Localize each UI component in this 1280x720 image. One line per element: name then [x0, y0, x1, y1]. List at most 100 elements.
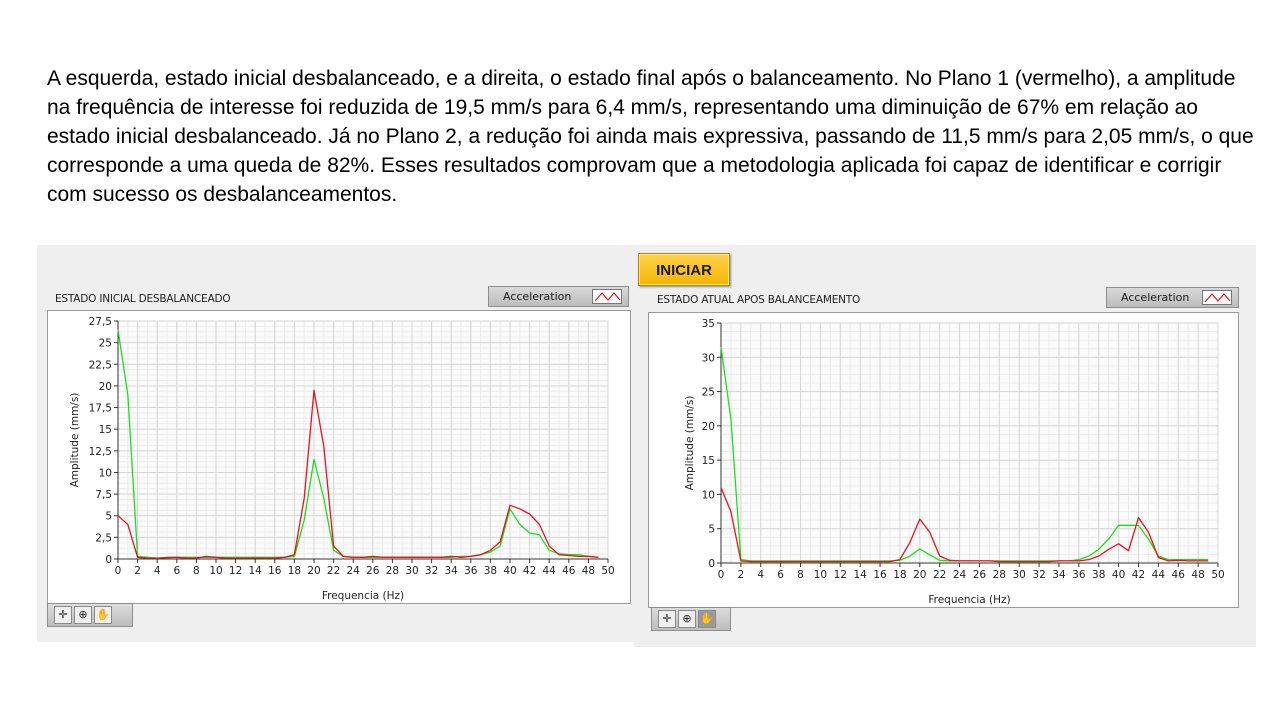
y-tick-label: 25	[99, 338, 112, 350]
y-tick-label: 5	[708, 524, 715, 536]
y-tick-label: 12,5	[89, 446, 112, 458]
x-tick-label: 38	[1092, 569, 1105, 581]
crosshair-icon[interactable]: ✛	[54, 606, 72, 624]
x-tick-label: 42	[523, 565, 536, 577]
y-tick-label: 35	[702, 318, 715, 330]
right-legend-label: Acceleration	[1121, 291, 1190, 304]
x-tick-label: 10	[209, 565, 222, 577]
right-plot-legend[interactable]: Acceleration	[1106, 287, 1239, 308]
zoom-icon[interactable]: ⊕	[74, 606, 92, 624]
x-tick-label: 22	[327, 565, 340, 577]
left-legend-label: Acceleration	[503, 290, 572, 303]
x-tick-label: 18	[893, 569, 906, 581]
description-paragraph: A esquerda, estado inicial desbalanceado…	[47, 67, 1254, 206]
x-tick-label: 22	[933, 569, 946, 581]
chart-svg: 0 2 4 6 8 10 12 14 16 18 20 22 24 26 28 30 32 34 36 38 40 42 4…	[69, 316, 615, 602]
x-tick-label: 32	[425, 565, 438, 577]
x-tick-label: 20	[913, 569, 926, 581]
x-tick-label: 12	[834, 569, 847, 581]
x-tick-label: 24	[347, 565, 361, 577]
x-tick-label: 44	[1152, 569, 1166, 581]
x-tick-label: 12	[229, 565, 242, 577]
x-tick-label: 50	[1211, 569, 1224, 581]
x-tick-label: 28	[386, 565, 399, 577]
x-tick-label: 44	[543, 565, 557, 577]
x-tick-label: 24	[953, 569, 967, 581]
pan-hand-icon[interactable]: ✋	[94, 606, 112, 624]
x-tick-label: 4	[154, 565, 161, 577]
y-tick-label: 27,5	[89, 316, 112, 328]
y-tick-label: 20	[702, 421, 715, 433]
start-button[interactable]: INICIAR	[638, 253, 730, 286]
left-graph-palette: ✛ ⊕ ✋	[47, 603, 133, 627]
x-tick-label: 30	[1013, 569, 1026, 581]
y-tick-label: 5	[105, 511, 112, 523]
y-axis-label: Amplitude (mm/s)	[69, 393, 81, 488]
x-tick-label: 18	[288, 565, 301, 577]
y-tick-label: 15	[99, 424, 112, 436]
x-tick-label: 16	[873, 569, 887, 581]
y-axis-label: Amplitude (mm/s)	[684, 396, 696, 491]
chart-svg: 0 2 4 6 8 10 12 14 16 18 20 22 24 26 28 30 32 34 36 38 40 42 4…	[684, 318, 1225, 606]
y-tick-label: 22,5	[89, 359, 112, 371]
x-axis-label: Frequencia (Hz)	[928, 594, 1010, 606]
x-tick-label: 6	[777, 569, 784, 581]
y-tick-label: 0	[708, 558, 715, 570]
series-line-plane1	[117, 389, 599, 559]
x-tick-label: 48	[582, 565, 595, 577]
x-tick-label: 36	[1072, 569, 1086, 581]
x-tick-label: 14	[249, 565, 263, 577]
y-tick-label: 30	[702, 352, 715, 364]
left-spectrum-chart: 0 2 4 6 8 10 12 14 16 18 20 22 24 26 28 30 32 34 36 38 40 42 4…	[47, 310, 631, 604]
x-tick-label: 46	[1172, 569, 1186, 581]
x-tick-label: 26	[973, 569, 987, 581]
x-tick-label: 36	[464, 565, 478, 577]
x-tick-label: 38	[484, 565, 497, 577]
x-axis-label: Frequencia (Hz)	[322, 590, 404, 602]
right-spectrum-chart: 0 2 4 6 8 10 12 14 16 18 20 22 24 26 28 30 32 34 36 38 40 42 4…	[648, 312, 1239, 608]
x-tick-label: 2	[134, 565, 141, 577]
x-tick-label: 34	[445, 565, 459, 577]
x-tick-label: 0	[115, 565, 122, 577]
y-tick-label: 20	[99, 381, 112, 393]
x-tick-label: 14	[853, 569, 867, 581]
x-tick-label: 46	[562, 565, 576, 577]
x-tick-label: 34	[1052, 569, 1066, 581]
x-tick-label: 6	[173, 565, 180, 577]
left-plot-legend[interactable]: Acceleration	[488, 286, 629, 307]
y-tick-label: 15	[702, 455, 715, 467]
left-graph-title: ESTADO INICIAL DESBALANCEADO	[55, 293, 231, 305]
legend-line-swatch-icon	[592, 289, 622, 304]
legend-line-swatch-icon	[1202, 290, 1232, 305]
pan-hand-icon[interactable]: ✋	[698, 610, 716, 628]
y-tick-label: 10	[702, 489, 715, 501]
x-tick-label: 0	[718, 569, 725, 581]
x-tick-label: 32	[1032, 569, 1045, 581]
y-tick-label: 7,5	[95, 489, 112, 501]
series-line-plane1	[720, 487, 1209, 563]
x-tick-label: 40	[503, 565, 516, 577]
y-tick-label: 2,5	[95, 532, 112, 544]
x-tick-label: 30	[405, 565, 418, 577]
x-tick-label: 16	[268, 565, 282, 577]
x-tick-label: 8	[797, 569, 804, 581]
right-graph-title: ESTADO ATUAL APOS BALANCEAMENTO	[657, 294, 861, 306]
x-tick-label: 20	[307, 565, 320, 577]
x-tick-label: 26	[366, 565, 380, 577]
zoom-icon[interactable]: ⊕	[678, 610, 696, 628]
x-tick-label: 40	[1112, 569, 1125, 581]
x-tick-label: 42	[1132, 569, 1145, 581]
x-tick-label: 4	[757, 569, 764, 581]
x-tick-label: 8	[193, 565, 200, 577]
x-tick-label: 50	[601, 565, 614, 577]
x-tick-label: 28	[993, 569, 1006, 581]
y-tick-label: 17,5	[89, 403, 112, 415]
x-tick-label: 48	[1191, 569, 1204, 581]
y-tick-label: 0	[105, 554, 112, 566]
y-tick-label: 25	[702, 387, 715, 399]
x-tick-label: 2	[738, 569, 745, 581]
x-tick-label: 10	[814, 569, 827, 581]
right-graph-palette: ✛ ⊕ ✋	[651, 607, 731, 631]
y-tick-label: 10	[99, 467, 112, 479]
crosshair-icon[interactable]: ✛	[658, 610, 676, 628]
